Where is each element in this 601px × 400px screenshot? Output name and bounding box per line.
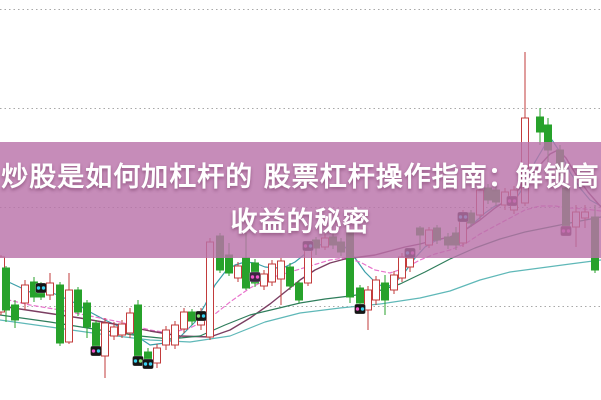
candle-body [134,304,142,359]
signal-marker-dot [96,349,101,353]
candle-body [180,311,188,330]
candle-body [234,265,242,279]
candle-body [381,282,389,301]
signal-marker-dot [255,275,260,279]
candle-body [171,324,179,346]
candle-body [406,257,414,268]
candle-body [11,304,19,321]
signal-marker [142,358,154,370]
candle-body [242,257,250,289]
candle-body [188,311,196,322]
candle-body [65,289,73,343]
headline-line2: 收益的秘密 [230,207,371,238]
candle-body [536,116,544,133]
candle-body [126,312,134,334]
candle-body [260,273,268,287]
candle-body [110,326,118,337]
signal-marker-dot [360,307,365,311]
candle-body [390,274,398,291]
candle-body [56,284,64,344]
candle-body [162,329,170,346]
candle-body [83,302,91,328]
ma-pink [0,205,601,334]
candle-body [398,256,406,279]
candle-body [92,322,100,348]
candle-body [21,284,29,304]
signal-marker-dot [41,286,46,290]
ma-cyan [0,259,601,343]
candle-body [277,260,285,280]
signal-marker-dot [250,275,255,279]
signal-marker-dot [201,314,206,318]
signal-marker-dot [196,314,201,318]
signal-marker-dot [133,359,138,363]
signal-marker-dot [148,362,153,366]
candle-body [286,266,294,287]
signal-marker [354,303,366,315]
candle-body [372,279,380,301]
signal-marker-dot [355,307,360,311]
headline-banner: 炒股是如何加杠杆的 股票杠杆操作指南：解锁高 收益的秘密 [0,142,601,258]
candle-body [2,267,10,311]
candle-body [46,282,54,296]
candle-body [153,347,161,364]
signal-marker-dot [91,349,96,353]
candle-body [356,287,364,304]
headline-line1: 炒股是如何加杠杆的 股票杠杆操作指南：解锁高 [1,162,600,193]
signal-marker [249,271,261,283]
signal-marker [195,310,207,322]
signal-marker [90,345,102,357]
signal-marker [35,282,47,294]
candle-body [295,282,303,301]
candle-body [101,322,109,357]
candle-body [118,323,126,336]
candle-body [74,289,82,313]
signal-marker-dot [138,359,143,363]
signal-marker-dot [143,362,148,366]
signal-marker-dot [36,286,41,290]
candle-body [268,263,276,283]
candle-body [364,289,372,311]
